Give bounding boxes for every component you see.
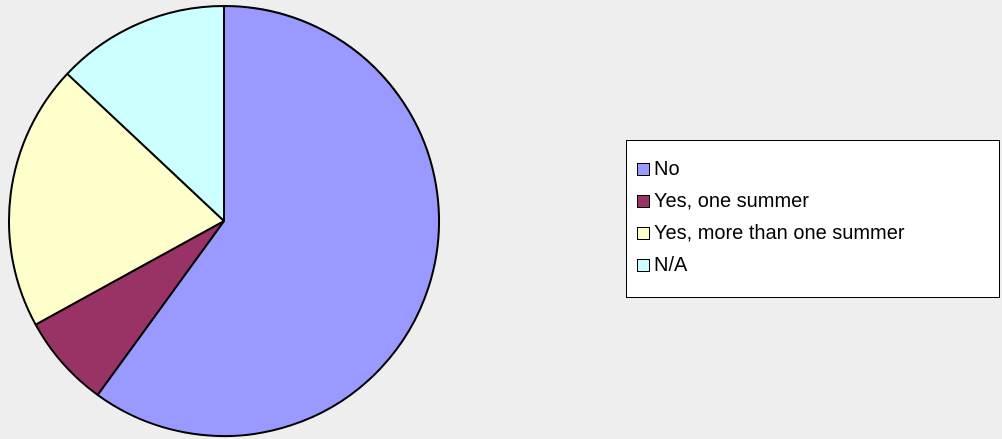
- pie-slice-n-a: [66, 5, 225, 222]
- legend-item-na: N/A: [637, 249, 999, 281]
- legend-label-yes-more-than-one-summer: Yes, more than one summer: [654, 221, 905, 244]
- legend-swatch-yes-one-summer: [637, 194, 650, 208]
- chart-legend: No Yes, one summer Yes, more than one su…: [626, 140, 1000, 298]
- legend-swatch-yes-more-than-one-summer: [637, 226, 650, 240]
- legend-item-no: No: [637, 153, 999, 185]
- legend-item-yes-more-than-one-summer: Yes, more than one summer: [637, 217, 999, 249]
- legend-item-yes-one-summer: Yes, one summer: [637, 185, 999, 217]
- pie-slice-yes-more-than-one-summer: [8, 72, 225, 326]
- legend-swatch-na: [637, 258, 650, 272]
- legend-swatch-no: [637, 162, 650, 176]
- pie-slice-no: [96, 5, 440, 437]
- legend-label-na: N/A: [654, 253, 688, 276]
- legend-label-yes-one-summer: Yes, one summer: [654, 189, 809, 212]
- legend-label-no: No: [654, 157, 680, 180]
